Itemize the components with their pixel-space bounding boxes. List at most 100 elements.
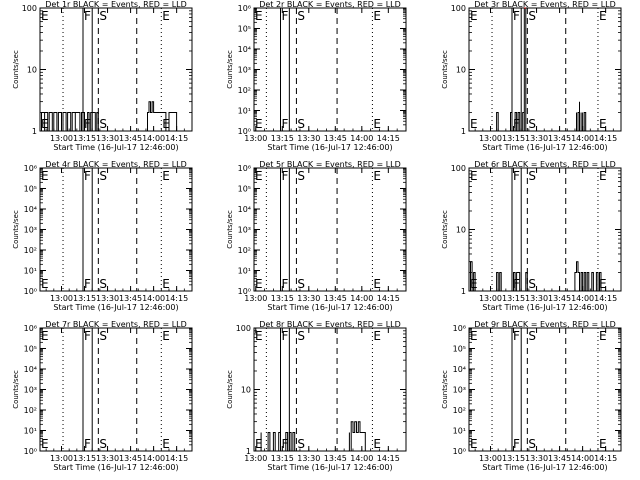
y-tick-label: 10⁰ bbox=[453, 447, 466, 456]
y-tick-label: 10 bbox=[27, 66, 37, 75]
event-marker-label: F bbox=[513, 9, 520, 23]
event-marker-label: F bbox=[282, 9, 289, 23]
panel-title: Det 8r BLACK = Events, RED = LLD bbox=[259, 320, 401, 329]
panel-title: Det 6r BLACK = Events, RED = LLD bbox=[474, 160, 616, 169]
event-marker-label: F bbox=[282, 277, 289, 291]
plot-frame bbox=[253, 167, 407, 292]
x-tick-label: 13:30 bbox=[297, 134, 320, 143]
panel-title: Det 7r BLACK = Events, RED = LLD bbox=[45, 320, 187, 329]
event-marker-label: E bbox=[599, 329, 607, 343]
count-rate-series bbox=[469, 261, 602, 292]
event-marker-label: E bbox=[470, 117, 478, 131]
plot-frame bbox=[253, 327, 407, 452]
x-axis-label: Start Time (16-Jul-17 12:46:00) bbox=[267, 303, 392, 312]
x-tick-label: 14:00 bbox=[350, 294, 373, 303]
panel-title: Det 9r BLACK = Events, RED = LLD bbox=[474, 320, 616, 329]
event-marker-label: E bbox=[255, 437, 263, 451]
detector-panel: Det 3r BLACK = Events, RED = LLD 1 10 100 13… bbox=[441, 0, 622, 152]
x-tick-label: 13:15 bbox=[502, 134, 525, 143]
x-tick-label: 14:00 bbox=[350, 454, 373, 463]
x-tick-label: 14:00 bbox=[350, 134, 373, 143]
x-tick-label: 13:30 bbox=[297, 294, 320, 303]
y-tick-label: 10⁰ bbox=[238, 287, 251, 296]
y-axis-label: Counts/sec bbox=[12, 50, 20, 89]
x-tick-label: 13:30 bbox=[525, 454, 548, 463]
event-marker-label: E bbox=[599, 437, 607, 451]
y-tick-label: 10² bbox=[24, 246, 37, 255]
y-tick-label: 1 bbox=[32, 127, 37, 136]
x-tick-label: 13:00 bbox=[244, 294, 267, 303]
x-tick-label: 14:15 bbox=[377, 134, 400, 143]
panel-title: Det 5r BLACK = Events, RED = LLD bbox=[259, 160, 401, 169]
y-axis-label: Counts/sec bbox=[226, 370, 234, 409]
x-tick-label: 13:15 bbox=[271, 294, 294, 303]
count-rate-series bbox=[259, 421, 366, 452]
x-tick-label: 13:45 bbox=[548, 134, 571, 143]
detector-panel: Det 5r BLACK = Events, RED = LLD 10⁰ 10¹ 10… bbox=[226, 160, 407, 312]
event-marker-label: E bbox=[599, 169, 607, 183]
y-tick-label: 10⁵ bbox=[238, 185, 251, 194]
event-marker-label: F bbox=[84, 169, 91, 183]
x-tick-label: 13:30 bbox=[525, 294, 548, 303]
event-marker-label: E bbox=[470, 169, 478, 183]
event-marker-label: F bbox=[282, 329, 289, 343]
event-marker-label: E bbox=[599, 277, 607, 291]
event-marker-label: F bbox=[282, 117, 289, 131]
detector-panel: Det 2r BLACK = Events, RED = LLD 10⁰ 10¹ 10… bbox=[226, 0, 407, 152]
y-tick-label: 10³ bbox=[24, 386, 37, 395]
event-marker-label: E bbox=[599, 9, 607, 23]
x-tick-label: 14:00 bbox=[142, 454, 165, 463]
panel-title: Det 3r BLACK = Events, RED = LLD bbox=[474, 0, 616, 9]
y-axis-label: Counts/sec bbox=[441, 370, 449, 409]
y-tick-label: 10⁵ bbox=[24, 185, 37, 194]
x-axis-label: Start Time (16-Jul-17 12:46:00) bbox=[267, 143, 392, 152]
y-tick-label: 1 bbox=[461, 127, 466, 136]
y-tick-label: 10² bbox=[238, 86, 251, 95]
event-marker-label: S bbox=[99, 169, 107, 183]
y-tick-label: 10⁴ bbox=[238, 205, 251, 214]
event-marker-label: E bbox=[162, 437, 170, 451]
event-marker-label: E bbox=[255, 277, 263, 291]
event-marker-label: S bbox=[528, 9, 536, 23]
y-tick-label: 10³ bbox=[238, 226, 251, 235]
x-tick-label: 13:00 bbox=[479, 134, 502, 143]
y-tick-label: 10³ bbox=[24, 226, 37, 235]
y-tick-label: 10⁵ bbox=[238, 25, 251, 34]
x-tick-label: 14:00 bbox=[142, 134, 165, 143]
y-tick-label: 10¹ bbox=[453, 427, 466, 436]
event-marker-label: E bbox=[470, 437, 478, 451]
panel-title: Det 2r BLACK = Events, RED = LLD bbox=[259, 0, 401, 9]
x-tick-label: 14:15 bbox=[594, 454, 617, 463]
detector-panel: Det 4r BLACK = Events, RED = LLD 10⁰ 10¹ 10… bbox=[12, 160, 193, 312]
event-marker-label: S bbox=[528, 117, 536, 131]
event-marker-label: S bbox=[297, 329, 305, 343]
x-tick-label: 13:00 bbox=[479, 454, 502, 463]
x-tick-label: 13:45 bbox=[119, 134, 142, 143]
event-marker-label: S bbox=[297, 169, 305, 183]
y-tick-label: 100 bbox=[451, 164, 466, 173]
event-marker-label: E bbox=[373, 117, 381, 131]
x-axis-label: Start Time (16-Jul-17 12:46:00) bbox=[53, 303, 178, 312]
y-tick-label: 10⁶ bbox=[453, 324, 466, 333]
event-marker-label: E bbox=[255, 329, 263, 343]
y-tick-label: 10² bbox=[238, 246, 251, 255]
x-tick-label: 13:00 bbox=[244, 134, 267, 143]
event-marker-label: E bbox=[41, 277, 49, 291]
event-marker-label: F bbox=[513, 169, 520, 183]
event-marker-label: E bbox=[373, 9, 381, 23]
x-tick-label: 13:15 bbox=[271, 454, 294, 463]
y-tick-label: 10⁴ bbox=[238, 45, 251, 54]
y-tick-label: 10¹ bbox=[24, 427, 37, 436]
event-marker-label: F bbox=[84, 9, 91, 23]
x-axis-label: Start Time (16-Jul-17 12:46:00) bbox=[267, 463, 392, 472]
event-marker-label: S bbox=[99, 117, 107, 131]
panel-title: Det 1r BLACK = Events, RED = LLD bbox=[45, 0, 187, 9]
x-tick-label: 14:15 bbox=[594, 294, 617, 303]
y-tick-label: 10⁵ bbox=[24, 345, 37, 354]
x-tick-label: 13:45 bbox=[548, 454, 571, 463]
detector-panel: Det 9r BLACK = Events, RED = LLD 10⁰ 10¹ 10… bbox=[441, 320, 622, 472]
y-tick-label: 10⁴ bbox=[24, 365, 37, 374]
x-tick-label: 14:15 bbox=[594, 134, 617, 143]
event-marker-label: E bbox=[255, 169, 263, 183]
y-tick-label: 10 bbox=[456, 66, 466, 75]
